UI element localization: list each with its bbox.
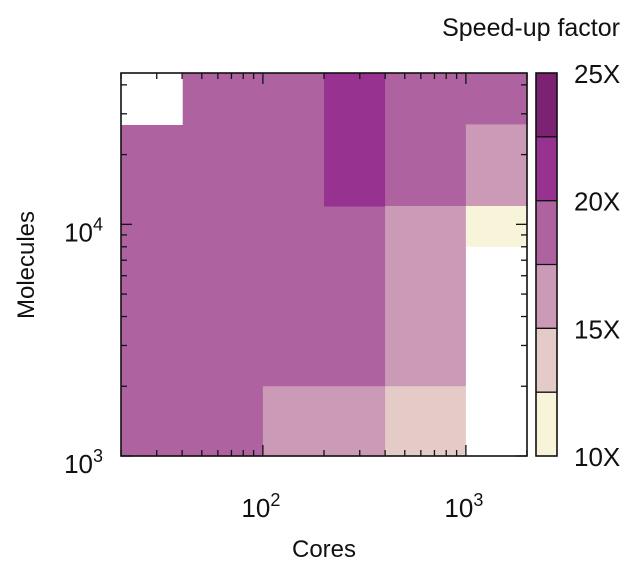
colorbar-frame	[535, 72, 558, 457]
x-tick-label-1-exponent: 2	[270, 490, 280, 510]
colorbar-tick-label-1: 10X	[574, 442, 620, 472]
heatmap-cell-7	[385, 73, 467, 207]
x-axis-title: Cores	[292, 536, 356, 562]
heatmap-cell-14	[465, 246, 528, 457]
heatmap-cell-6	[324, 73, 386, 207]
colorbar-band-4	[536, 200, 557, 265]
y-tick-label-1-exponent: 3	[93, 446, 103, 466]
colorbar: 10X 15X 20X 25X	[535, 59, 620, 472]
colorbar-tick-label-2: 15X	[574, 314, 620, 344]
heatmap-cell-4	[262, 73, 325, 387]
y-tick-label-2: 104	[64, 214, 103, 247]
colorbar-title: Speed-up factor	[442, 14, 620, 42]
heatmap-cell-3	[121, 73, 183, 125]
plot-frame	[120, 72, 528, 457]
heatmap-cell-2	[182, 73, 264, 457]
heatmap-cell-1	[121, 124, 183, 457]
colorbar-band-2	[536, 328, 557, 393]
x-tick-label-2-base: 10	[444, 493, 473, 523]
x-tick-labels: 102 103	[241, 490, 483, 523]
axis-ticks	[120, 73, 528, 457]
heatmap-cell-5	[324, 205, 386, 387]
x-tick-label-2: 103	[444, 490, 483, 523]
x-tick-label-1: 102	[241, 490, 280, 523]
y-tick-label-1-base: 10	[64, 449, 93, 479]
heatmap-cells	[121, 73, 528, 457]
y-tick-label-2-exponent: 4	[93, 214, 103, 234]
y-tick-label-2-base: 10	[64, 217, 93, 247]
heatmap-cell-10	[385, 205, 467, 387]
colorbar-band-1	[536, 392, 557, 457]
x-tick-label-1-base: 10	[241, 493, 270, 523]
heatmap-cell-9	[465, 124, 528, 207]
y-axis-title: Molecules	[13, 211, 40, 319]
heatmap-cell-11	[262, 386, 386, 457]
colorbar-band-6	[536, 73, 557, 138]
colorbar-tick-label-4: 25X	[574, 59, 620, 89]
y-tick-label-1: 103	[64, 446, 103, 479]
heatmap-cell-8	[465, 73, 528, 125]
colorbar-tick-label-3: 20X	[574, 187, 620, 217]
heatmap-cell-12	[385, 386, 467, 457]
colorbar-band-5	[536, 136, 557, 202]
heatmap-cell-13	[465, 205, 528, 248]
colorbar-band-3	[536, 264, 557, 329]
x-tick-label-2-exponent: 3	[473, 490, 483, 510]
